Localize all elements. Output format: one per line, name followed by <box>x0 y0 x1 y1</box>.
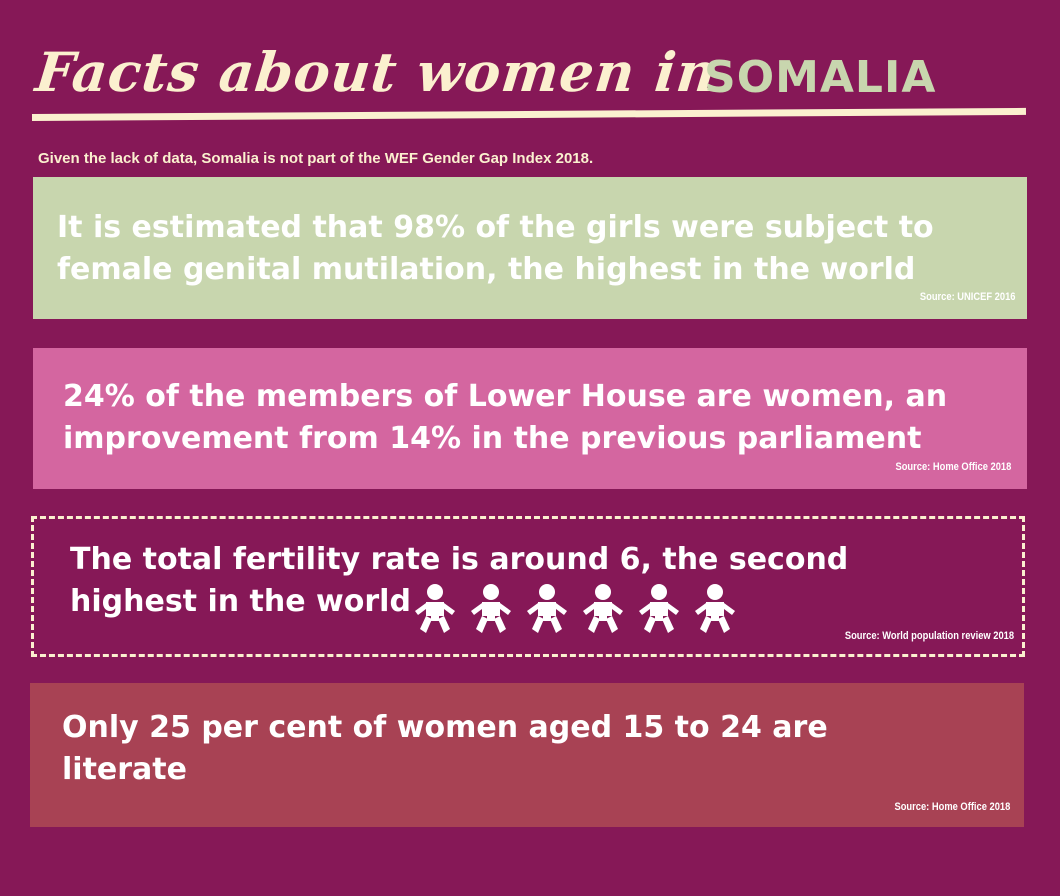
fact-text: 24% of the members of Lower House are wo… <box>63 379 948 456</box>
title-script: Facts about women in <box>32 40 721 104</box>
baby-icon <box>527 584 567 633</box>
fact-card-fgm: It is estimated that 98% of the girls we… <box>33 177 1027 319</box>
baby-icon <box>415 584 455 633</box>
fact-source: Source: UNICEF 2016 <box>919 291 1015 303</box>
title-divider <box>31 107 1027 121</box>
fact-card-literacy: Only 25 per cent of women aged 15 to 24 … <box>30 683 1024 827</box>
fact-source: Source: World population review 2018 <box>844 630 1014 642</box>
fact-source: Source: Home Office 2018 <box>894 801 1010 813</box>
fact-source: Source: Home Office 2018 <box>895 461 1011 473</box>
baby-icon <box>583 584 623 633</box>
title-country: SOMALIA <box>704 52 937 103</box>
baby-icon-row <box>412 583 738 635</box>
fact-text: The total fertility rate is around 6, th… <box>70 542 849 619</box>
fact-card-parliament: 24% of the members of Lower House are wo… <box>33 348 1027 489</box>
baby-icon <box>471 584 511 633</box>
subtitle: Given the lack of data, Somalia is not p… <box>38 150 594 167</box>
baby-icon <box>695 584 735 633</box>
fact-text: It is estimated that 98% of the girls we… <box>57 210 934 287</box>
baby-icon <box>639 584 679 633</box>
fact-text: Only 25 per cent of women aged 15 to 24 … <box>62 710 828 787</box>
fact-card-fertility: The total fertility rate is around 6, th… <box>31 516 1025 657</box>
